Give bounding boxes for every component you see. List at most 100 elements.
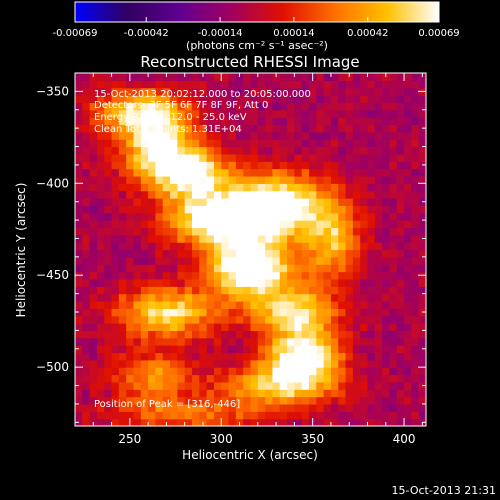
heatmap-cell (338, 278, 347, 287)
heatmap-cell (374, 175, 383, 184)
heatmap-cell (316, 396, 325, 405)
heatmap-cell (133, 256, 142, 265)
heatmap-cell (396, 212, 405, 221)
heatmap-cell (396, 175, 405, 184)
heatmap-cell (192, 249, 200, 258)
heatmap-cell (265, 73, 274, 81)
heatmap-cell (404, 418, 412, 427)
heatmap-cell (82, 278, 91, 287)
heatmap-cell (199, 345, 208, 354)
heatmap-cell (126, 293, 135, 302)
heatmap-cell (162, 139, 171, 148)
heatmap-cell (96, 95, 105, 104)
heatmap-cell (155, 168, 164, 177)
heatmap-cell (199, 124, 208, 133)
heatmap-cell (345, 403, 354, 412)
heatmap-cell (199, 131, 208, 140)
heatmap-cell (148, 396, 157, 405)
heatmap-cell (411, 278, 420, 287)
heatmap-cell (330, 80, 339, 89)
heatmap-cell (367, 131, 376, 140)
heatmap-cell (126, 323, 135, 331)
heatmap-cell (352, 161, 361, 170)
heatmap-cell (265, 139, 274, 148)
heatmap-cell (243, 117, 252, 126)
heatmap-cell (301, 102, 310, 111)
heatmap-cell (367, 345, 376, 354)
heatmap-cell (177, 139, 186, 148)
heatmap-cell (170, 205, 178, 214)
heatmap-cell (89, 286, 98, 295)
heatmap-cell (389, 73, 398, 81)
heatmap-cell (199, 161, 208, 170)
heatmap-cell (294, 330, 303, 339)
heatmap-cell (126, 109, 135, 118)
heatmap-cell (330, 286, 339, 295)
heatmap-cell (148, 234, 157, 243)
heatmap-cell (404, 131, 412, 140)
heatmap-cell (257, 345, 266, 354)
heatmap-cell (330, 220, 339, 229)
heatmap-cell (243, 190, 252, 199)
heatmap-cell (228, 271, 237, 280)
heatmap-cell (389, 264, 398, 273)
heatmap-cell (235, 212, 244, 221)
heatmap-cell (170, 352, 178, 361)
heatmap-cell (404, 183, 412, 192)
annotation-energy-range: Energy Range: 12.0 - 25.0 keV (94, 112, 247, 123)
heatmap-cell (294, 161, 303, 170)
heatmap-cell (272, 183, 281, 192)
heatmap-cell (104, 227, 113, 236)
heatmap-cell (228, 345, 237, 354)
heatmap-cell (89, 293, 98, 302)
heatmap-cell (360, 308, 369, 317)
heatmap-cell (404, 286, 412, 295)
heatmap-cell (367, 418, 376, 427)
heatmap-cell (75, 352, 83, 361)
colorbar-strip (74, 1, 440, 23)
heatmap-cell (75, 403, 83, 412)
heatmap-cell (294, 367, 303, 376)
heatmap-cell (104, 315, 113, 324)
heatmap-cell (265, 146, 274, 155)
heatmap-cell (192, 374, 200, 383)
heatmap-cell (389, 315, 398, 324)
heatmap-cell (228, 205, 237, 214)
heatmap-cell (345, 249, 354, 258)
heatmap-cell (206, 278, 215, 287)
heatmap-cell (330, 73, 339, 81)
heatmap-cell (199, 389, 208, 398)
heatmap-cell (170, 418, 178, 427)
heatmap-cell (89, 227, 98, 236)
heatmap-cell (360, 80, 369, 89)
heatmap-cell (126, 205, 135, 214)
heatmap-cell (360, 337, 369, 346)
heatmap-cell (228, 330, 237, 339)
heatmap-cell (389, 352, 398, 361)
heatmap-cell (192, 264, 200, 273)
heatmap-cell (118, 198, 127, 206)
heatmap-cell (352, 374, 361, 383)
heatmap-cell (374, 109, 383, 118)
heatmap-cell (148, 212, 157, 221)
heatmap-cell (118, 175, 127, 184)
heatmap-cell (177, 323, 186, 331)
heatmap-cell (133, 205, 142, 214)
heatmap-cell (170, 403, 178, 412)
heatmap-cell (96, 278, 105, 287)
heatmap-cell (272, 220, 281, 229)
heatmap-cell (345, 256, 354, 265)
heatmap-cell (352, 418, 361, 427)
heatmap-cell (133, 396, 142, 405)
heatmap-cell (396, 337, 405, 346)
heatmap-cell (345, 183, 354, 192)
heatmap-cell (118, 352, 127, 361)
heatmap-cell (82, 124, 91, 133)
heatmap-cell (294, 381, 303, 390)
heatmap-cell (338, 249, 347, 258)
heatmap-cell (301, 352, 310, 361)
heatmap-cell (287, 256, 295, 265)
heatmap-cell (345, 102, 354, 111)
heatmap-cell (301, 337, 310, 346)
heatmap-cell (272, 161, 281, 170)
